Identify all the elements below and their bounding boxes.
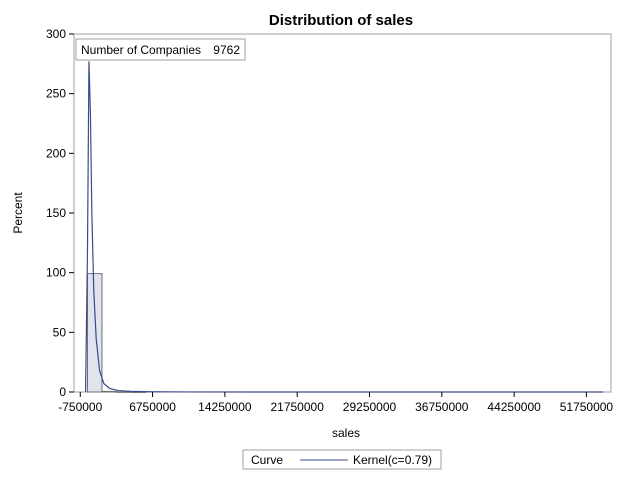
- x-tick-label: 29250000: [343, 400, 397, 414]
- inset-value: 9762: [213, 43, 240, 57]
- kernel-curve: [84, 61, 604, 393]
- x-tick-label: 36750000: [415, 400, 469, 414]
- y-tick-label: 250: [46, 87, 66, 101]
- y-tick-label: 300: [46, 27, 66, 41]
- y-axis-label: Percent: [11, 192, 25, 234]
- kernel-curve-group: [84, 61, 604, 393]
- plot-frame: [73, 33, 612, 393]
- x-tick-label: 21750000: [270, 400, 324, 414]
- inset-label: Number of Companies: [81, 43, 201, 57]
- y-axis: 0 50 100 150 200 250 300: [46, 27, 74, 399]
- x-axis: -750000 6750000 14250000 21750000 29250000 36…: [58, 392, 613, 414]
- y-tick-label: 150: [46, 206, 66, 220]
- x-tick-label: 44250000: [487, 400, 541, 414]
- legend-title: Curve: [251, 453, 283, 467]
- y-tick-label: 100: [46, 266, 66, 280]
- x-tick-label: 51750000: [560, 400, 614, 414]
- y-tick-label: 0: [59, 385, 66, 399]
- x-tick-label: 6750000: [129, 400, 176, 414]
- histogram-bar-1: [101, 390, 117, 393]
- inset-box: Number of Companies 9762: [75, 38, 246, 61]
- legend: Curve Kernel(c=0.79): [242, 449, 442, 470]
- legend-entry: Kernel(c=0.79): [353, 453, 432, 467]
- x-tick-label: -750000: [58, 400, 102, 414]
- histogram-bar-2: [115, 391, 132, 393]
- y-tick-label: 200: [46, 146, 66, 160]
- histogram-bar-0: [86, 273, 103, 393]
- y-tick-label: 50: [53, 325, 67, 339]
- chart-title: Distribution of sales: [269, 12, 413, 29]
- x-axis-label: sales: [332, 426, 360, 440]
- inset-frame: [75, 38, 246, 61]
- x-tick-label: 14250000: [198, 400, 252, 414]
